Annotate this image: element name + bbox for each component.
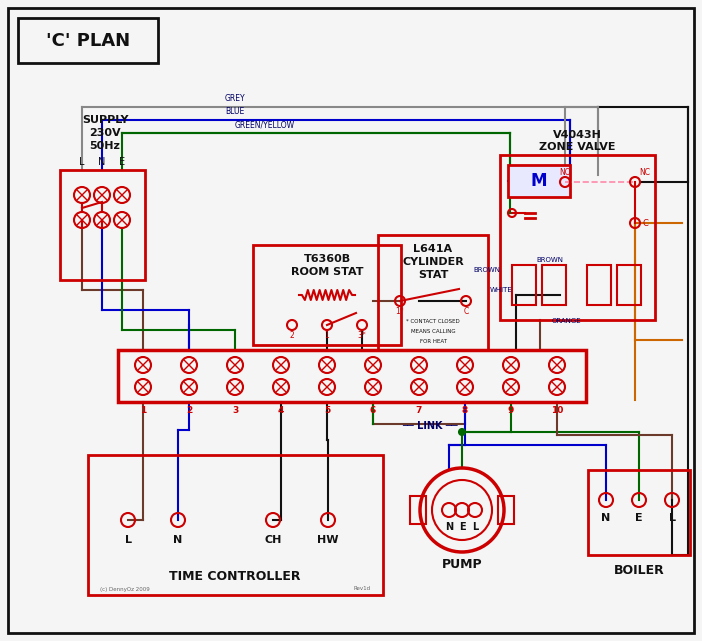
Text: T6360B: T6360B xyxy=(303,254,350,264)
Text: 9: 9 xyxy=(508,406,514,415)
Text: M: M xyxy=(531,172,548,190)
Text: MEANS CALLING: MEANS CALLING xyxy=(411,328,456,333)
Text: 'C' PLAN: 'C' PLAN xyxy=(46,32,130,50)
Text: N: N xyxy=(445,522,453,532)
Text: GREY: GREY xyxy=(225,94,246,103)
Text: TIME CONTROLLER: TIME CONTROLLER xyxy=(169,570,300,583)
Text: 1*: 1* xyxy=(396,306,404,315)
Text: L: L xyxy=(124,535,131,545)
Text: ZONE VALVE: ZONE VALVE xyxy=(538,142,615,152)
Text: 230V: 230V xyxy=(89,128,121,138)
Text: HW: HW xyxy=(317,535,339,545)
Text: 1: 1 xyxy=(324,331,329,340)
Text: BLUE: BLUE xyxy=(225,107,244,116)
Text: BROWN: BROWN xyxy=(474,267,501,273)
Text: L: L xyxy=(79,157,85,167)
FancyBboxPatch shape xyxy=(508,165,570,197)
Text: 2: 2 xyxy=(290,331,294,340)
Text: ORANGE: ORANGE xyxy=(552,318,582,324)
Text: NC: NC xyxy=(640,167,651,176)
Text: 3: 3 xyxy=(232,406,238,415)
Text: PUMP: PUMP xyxy=(442,558,482,572)
Text: V4043H: V4043H xyxy=(552,130,602,140)
Text: C: C xyxy=(642,219,648,228)
Text: L: L xyxy=(472,522,478,532)
Text: STAT: STAT xyxy=(418,270,448,280)
Text: 2: 2 xyxy=(186,406,192,415)
Text: SUPPLY: SUPPLY xyxy=(81,115,128,125)
Text: 8: 8 xyxy=(462,406,468,415)
Text: 7: 7 xyxy=(416,406,422,415)
Text: 5: 5 xyxy=(324,406,330,415)
Text: N: N xyxy=(602,513,611,523)
Text: Rev1d: Rev1d xyxy=(354,587,371,592)
Text: 10: 10 xyxy=(551,406,563,415)
Text: BOILER: BOILER xyxy=(614,563,664,576)
Text: (c) DennyOz 2009: (c) DennyOz 2009 xyxy=(100,587,150,592)
Circle shape xyxy=(459,429,465,435)
Text: 50Hz: 50Hz xyxy=(90,141,121,151)
Text: NO: NO xyxy=(559,167,571,176)
FancyBboxPatch shape xyxy=(18,18,158,63)
Text: ROOM STAT: ROOM STAT xyxy=(291,267,363,277)
Text: 3*: 3* xyxy=(357,331,366,340)
Text: L: L xyxy=(668,513,675,523)
Text: E: E xyxy=(635,513,643,523)
Text: E: E xyxy=(458,522,465,532)
Text: CH: CH xyxy=(265,535,282,545)
Text: C: C xyxy=(463,306,469,315)
Text: FOR HEAT: FOR HEAT xyxy=(420,338,446,344)
Text: GREEN/YELLOW: GREEN/YELLOW xyxy=(235,120,295,129)
Text: * CONTACT CLOSED: * CONTACT CLOSED xyxy=(406,319,460,324)
Text: 1: 1 xyxy=(140,406,146,415)
Text: BROWN: BROWN xyxy=(536,257,563,263)
Text: E: E xyxy=(119,157,125,167)
Text: L641A: L641A xyxy=(413,244,453,254)
Text: ── LINK ──: ── LINK ── xyxy=(402,421,458,431)
Text: CYLINDER: CYLINDER xyxy=(402,257,464,267)
Text: 6: 6 xyxy=(370,406,376,415)
Text: 4: 4 xyxy=(278,406,284,415)
Text: N: N xyxy=(173,535,183,545)
Text: WHITE: WHITE xyxy=(490,287,512,293)
Text: N: N xyxy=(98,157,106,167)
